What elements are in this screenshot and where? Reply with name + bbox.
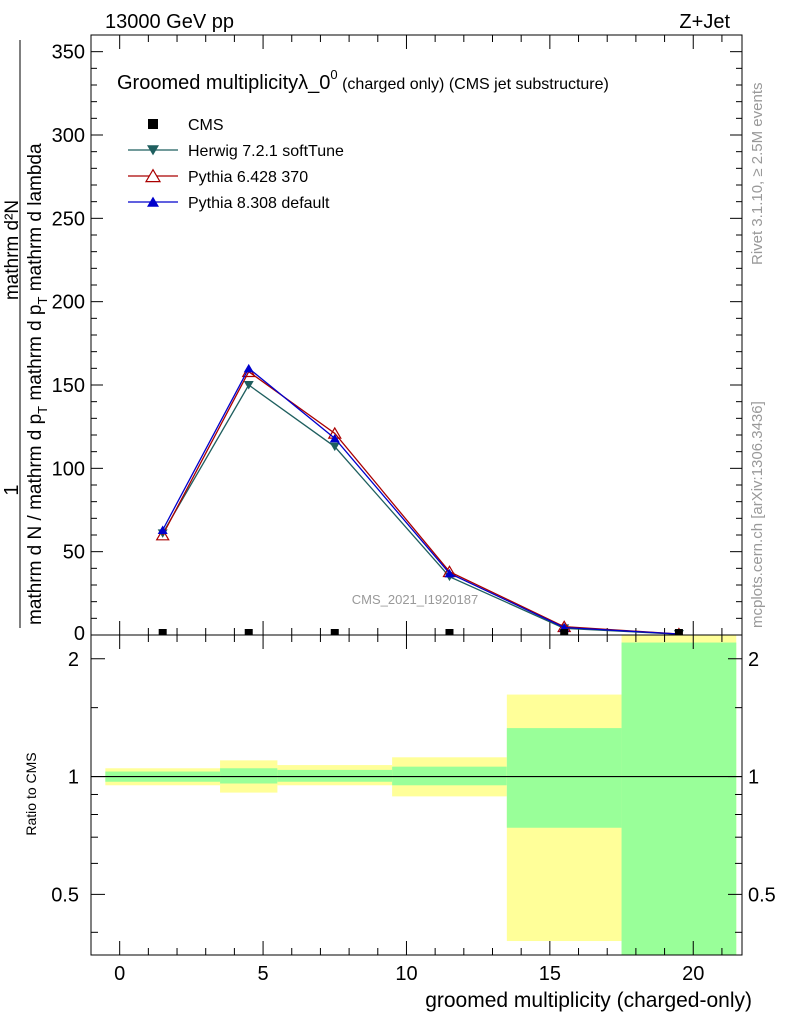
main-series [155,363,686,640]
ratio-band-green [621,642,737,955]
main-y-tick-label: 350 [52,42,85,64]
ratio-x-tick-label: 5 [258,963,269,985]
main-y-tick-label: 200 [52,292,85,314]
ratio-band-green [220,768,278,784]
ratio-y-tick-label-right: 1 [748,767,759,789]
ratio-y-label: Ratio to CMS [23,752,39,835]
legend-label-herwig-7-2-1-softtune: Herwig 7.2.1 softTune [188,143,344,160]
y-label-denominator: mathrm d N / mathrm d pT mathrm d pT mat… [25,143,50,625]
ratio-x-tick-label: 20 [682,963,704,985]
legend: CMS Herwig 7.2.1 softTune Pythia 6.428 370… [128,117,344,212]
series-line-pythia-6-428-370 [162,370,679,635]
data-point-pythia-8-308-default [329,433,340,443]
ratio-y-ticks: 0.5 0.5 1 1 2 2 [51,649,776,933]
data-point-cms [330,629,339,635]
ratio-x-ticks: 0 5 10 15 20 [90,635,723,985]
main-y-tick-label: 300 [52,125,85,147]
data-point-cms [560,629,569,635]
main-y-ticks: 50 100 150 200 250 300 350 0 [52,42,742,645]
ratio-y-tick-label: 1 [68,767,79,789]
main-y-tick-label: 150 [52,375,85,397]
legend-marker-pythia-8-308-default [147,196,159,207]
y-label-numerator: mathrm d²N [2,200,23,300]
main-y-label: 1 mathrm d N / mathrm d pT mathrm d pT m… [1,40,50,628]
series-line-pythia-8-308-default [162,367,679,635]
ratio-x-tick-label: 15 [539,963,561,985]
data-point-pythia-6-428-370 [155,528,170,541]
data-point-cms [445,629,454,635]
legend-marker-cms [148,119,158,129]
ratio-y-tick-label: 2 [68,649,79,671]
legend-label-pythia-8-308-default: Pythia 8.308 default [188,195,330,212]
ratio-bands [105,635,737,955]
ratio-y-tick-label-right: 2 [748,649,759,671]
header-right: Z+Jet [679,11,730,33]
data-point-herwig-7-2-1-softtune [329,442,340,452]
ratio-x-tick-label: 0 [114,963,125,985]
legend-marker-pythia-6-428-370 [144,168,162,183]
y-label-one: 1 [1,484,23,495]
rivet-version-label: Rivet 3.1.10, ≥ 2.5M events [749,83,766,266]
ratio-frame [90,634,743,956]
main-panel: 50 100 150 200 250 300 350 0 CMS_2021_I1920187 [52,34,743,645]
data-point-pythia-8-308-default [444,568,455,578]
data-point-cms [244,629,253,635]
mcplots-reference-label: mcplots.cern.ch [arXiv:1306.3436] [749,401,766,628]
ratio-panel: 0.5 0.5 1 1 2 2 0 5 10 15 20 [51,634,776,985]
chart-title: Groomed multiplicityλ_00 (charged only) … [117,67,609,94]
series-line-herwig-7-2-1-softtune [162,384,679,635]
header-left: 13000 GeV pp [105,11,234,33]
data-point-herwig-7-2-1-softtune [243,381,254,390]
ratio-band-green [506,728,622,828]
ratio-x-tick-label: 10 [395,963,417,985]
main-y-tick-label: 250 [52,208,85,230]
ratio-y-tick-label: 0.5 [51,884,79,906]
x-axis-label: groomed multiplicity (charged-only) [425,989,752,1012]
main-x-ticks [90,35,723,635]
main-y-tick-label: 50 [63,542,85,564]
legend-marker-herwig-7-2-1-softtune [147,145,159,156]
data-point-pythia-8-308-default [243,363,254,373]
data-point-cms [158,629,167,635]
main-y-tick-label: 0 [74,623,85,645]
ratio-band-green [277,769,393,782]
ratio-y-tick-label-right: 0.5 [748,884,776,906]
main-y-tick-label: 100 [52,458,85,480]
data-point-cms [674,629,683,635]
legend-label-pythia-6-428-370: Pythia 6.428 370 [188,169,308,186]
data-point-pythia-8-308-default [157,525,168,534]
legend-label-cms: CMS [188,117,224,134]
analysis-watermark: CMS_2021_I1920187 [352,592,479,607]
